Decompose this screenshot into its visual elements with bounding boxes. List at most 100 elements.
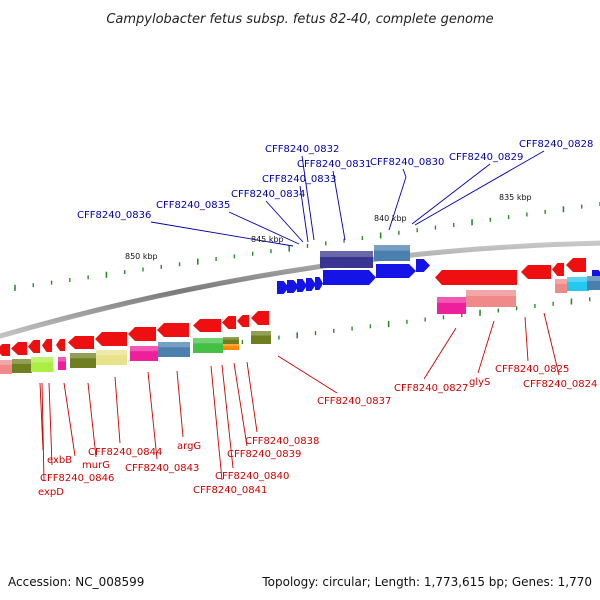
gene-label-cff8240-0829[interactable]: CFF8240_0829 xyxy=(449,152,523,163)
gene-label-cff8240-0831[interactable]: CFF8240_0831 xyxy=(297,159,371,170)
gene-cog-box-sheen xyxy=(223,337,239,340)
gene-arrow-reverse xyxy=(68,336,94,349)
gene-label-cff8240-0824[interactable]: CFF8240_0824 xyxy=(523,379,597,390)
gene-arrow-reverse xyxy=(566,258,586,272)
kbp-label-850: 850 kbp xyxy=(125,252,158,261)
gene-label-cff8240-0834[interactable]: CFF8240_0834 xyxy=(231,189,305,200)
leader-line xyxy=(147,371,158,460)
leader-line xyxy=(423,327,457,380)
gene-label-cff8240-0827[interactable]: CFF8240_0827 xyxy=(394,383,468,394)
gene-label-glys[interactable]: glyS xyxy=(469,377,490,388)
gene-arrow-forward xyxy=(287,280,299,293)
leader-line xyxy=(41,382,45,482)
gene-features xyxy=(0,245,600,374)
gene-cog-box-sheen xyxy=(96,350,127,356)
leader-line xyxy=(388,176,407,231)
gene-arrow-reverse xyxy=(128,327,156,341)
gene-cog-box xyxy=(31,357,53,372)
leader-line xyxy=(221,364,234,469)
gene-cog-box-sheen xyxy=(223,344,239,347)
genome-backbone xyxy=(0,240,600,339)
gene-arrow-reverse xyxy=(237,315,249,327)
gene-cog-box xyxy=(587,276,600,290)
gene-label-cff8240-0838[interactable]: CFF8240_0838 xyxy=(245,436,319,447)
gene-arrow-reverse xyxy=(552,263,564,276)
leader-line xyxy=(299,185,309,243)
leader-line xyxy=(332,170,346,241)
gene-cog-box xyxy=(70,353,96,368)
gene-label-cff8240-0830[interactable]: CFF8240_0830 xyxy=(370,157,444,168)
gene-cog-box-sheen xyxy=(251,331,271,336)
forward-gene-labels: CFF8240_0836 CFF8240_0835 CFF8240_0834 C… xyxy=(77,139,593,221)
gene-cog-box xyxy=(158,342,190,357)
gene-label-cff8240-0836[interactable]: CFF8240_0836 xyxy=(77,210,151,221)
leader-line xyxy=(150,221,294,247)
gene-label-expd[interactable]: expD xyxy=(38,487,64,498)
leader-line xyxy=(176,370,184,438)
gene-cog-box xyxy=(58,357,66,370)
gene-label-cff8240-0832[interactable]: CFF8240_0832 xyxy=(265,144,339,155)
gene-cog-box-sheen xyxy=(158,342,190,348)
gene-arrow-reverse xyxy=(0,344,10,356)
label-leaders xyxy=(39,150,560,482)
gene-cog-box-sheen xyxy=(0,360,12,365)
gene-cog-box xyxy=(223,344,239,350)
gene-cog-box xyxy=(567,277,589,291)
gene-cog-box-sheen xyxy=(58,357,66,362)
gene-label-cff8240-0835[interactable]: CFF8240_0835 xyxy=(156,200,230,211)
leader-line xyxy=(210,365,223,481)
gene-cog-box-sheen xyxy=(12,359,32,364)
leader-line xyxy=(265,200,304,243)
gene-label-cff8240-0841[interactable]: CFF8240_0841 xyxy=(193,485,267,496)
gene-cog-box-sheen xyxy=(555,279,567,284)
kbp-label-845: 845 kbp xyxy=(251,235,284,244)
gene-arrow-reverse xyxy=(157,323,189,337)
gene-label-cff8240-0839[interactable]: CFF8240_0839 xyxy=(227,449,301,460)
gene-arrow-reverse xyxy=(251,311,269,325)
gene-arrow-forward xyxy=(323,270,376,285)
leader-line xyxy=(233,362,248,447)
gene-cog-box-sheen xyxy=(320,251,373,257)
gene-cog-box xyxy=(12,359,32,373)
gene-cog-box-sheen xyxy=(130,346,158,352)
gene-arrow-reverse xyxy=(95,332,127,346)
gene-arrow-reverse xyxy=(193,319,221,332)
leader-line xyxy=(246,361,258,433)
gene-cog-box-sheen xyxy=(437,297,466,303)
gene-label-exbb[interactable]: exbB xyxy=(47,455,72,466)
leader-line xyxy=(477,320,495,374)
gene-cog-box-sheen xyxy=(567,277,589,282)
gene-label-cff8240-0833[interactable]: CFF8240_0833 xyxy=(262,174,336,185)
map-title: Campylobacter fetus subsp. fetus 82-40, … xyxy=(106,12,493,27)
reverse-gene-labels: expD CFF8240_0846 exbB murG CFF8240_0844… xyxy=(38,364,597,498)
gene-label-argg[interactable]: argG xyxy=(177,441,201,452)
leader-line xyxy=(301,155,315,241)
gene-cog-box xyxy=(96,350,127,365)
gene-cog-box xyxy=(320,251,373,268)
gene-cog-box-sheen xyxy=(193,338,223,344)
leader-line xyxy=(48,382,53,466)
gene-label-murg[interactable]: murG xyxy=(82,460,110,471)
gene-arrow-forward xyxy=(277,281,289,294)
gene-cog-box xyxy=(130,346,158,361)
gene-arrow-forward xyxy=(306,278,316,291)
leader-line xyxy=(543,312,560,376)
gene-cog-box-sheen xyxy=(587,276,600,281)
gene-label-cff8240-0825[interactable]: CFF8240_0825 xyxy=(495,364,569,375)
kbp-label-840: 840 kbp xyxy=(374,214,407,223)
gene-arrow-reverse xyxy=(56,339,65,351)
leader-line xyxy=(524,316,529,362)
leader-line xyxy=(228,211,300,245)
gene-arrow-reverse xyxy=(28,340,40,353)
gene-label-cff8240-0828[interactable]: CFF8240_0828 xyxy=(519,139,593,150)
gene-label-cff8240-0843[interactable]: CFF8240_0843 xyxy=(125,463,199,474)
gene-label-cff8240-0840[interactable]: CFF8240_0840 xyxy=(215,471,289,482)
gene-label-cff8240-0846[interactable]: CFF8240_0846 xyxy=(40,473,114,484)
accession-text: Accession: NC_008599 xyxy=(8,575,144,589)
gene-cog-box xyxy=(193,338,223,353)
gene-arrow-reverse xyxy=(222,316,236,329)
gene-label-cff8240-0837[interactable]: CFF8240_0837 xyxy=(317,396,391,407)
gene-cog-box xyxy=(466,290,516,307)
gene-arrow-reverse xyxy=(521,265,551,279)
gene-label-cff8240-0844[interactable]: CFF8240_0844 xyxy=(88,447,162,458)
